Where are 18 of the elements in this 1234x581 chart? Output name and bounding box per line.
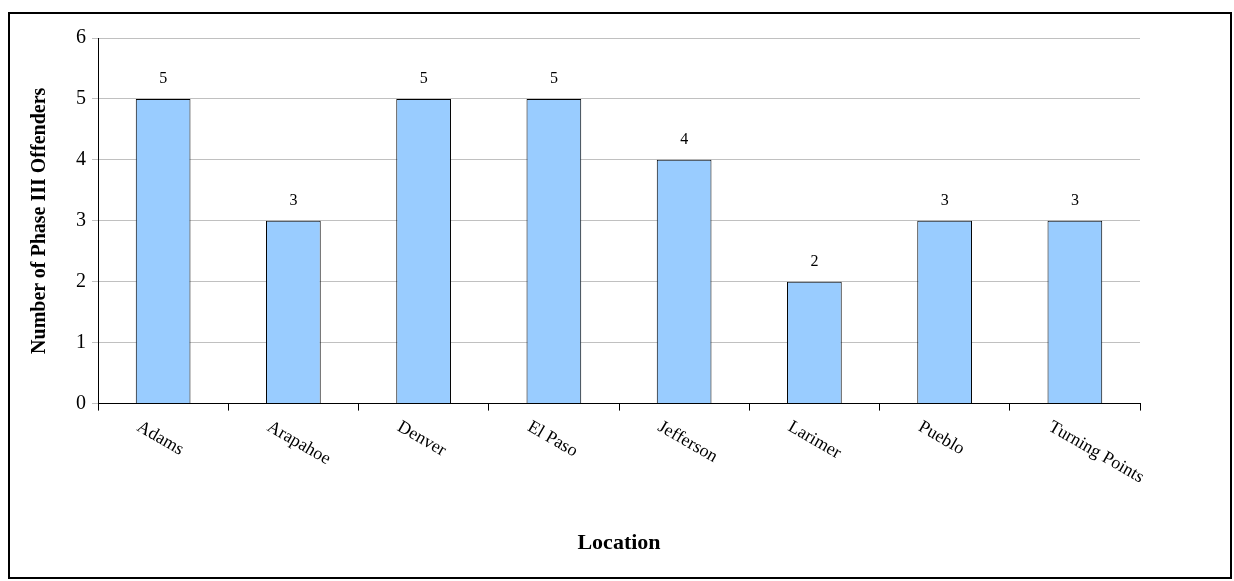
y-tick-label: 6	[76, 25, 86, 48]
y-tick-label: 4	[76, 147, 86, 170]
data-label: 3	[1070, 191, 1079, 208]
y-tick-label: 1	[76, 329, 86, 352]
data-label: 2	[810, 251, 819, 269]
data-label: 5	[549, 69, 558, 87]
y-tick-label: 0	[76, 390, 86, 413]
y-tick-label: 2	[76, 268, 86, 291]
y-tick-label: 3	[76, 208, 86, 231]
data-label: 4	[680, 130, 689, 148]
data-label: 5	[419, 69, 428, 87]
data-label: 5	[159, 69, 168, 87]
x-axis-title: Location	[577, 529, 661, 555]
y-axis-title: Number of Phase III Offenders	[27, 87, 50, 354]
data-label: 3	[289, 191, 298, 208]
data-label: 3	[940, 191, 949, 208]
x-tick-label: El Paso	[524, 415, 582, 461]
y-tick-label: 5	[76, 86, 86, 109]
